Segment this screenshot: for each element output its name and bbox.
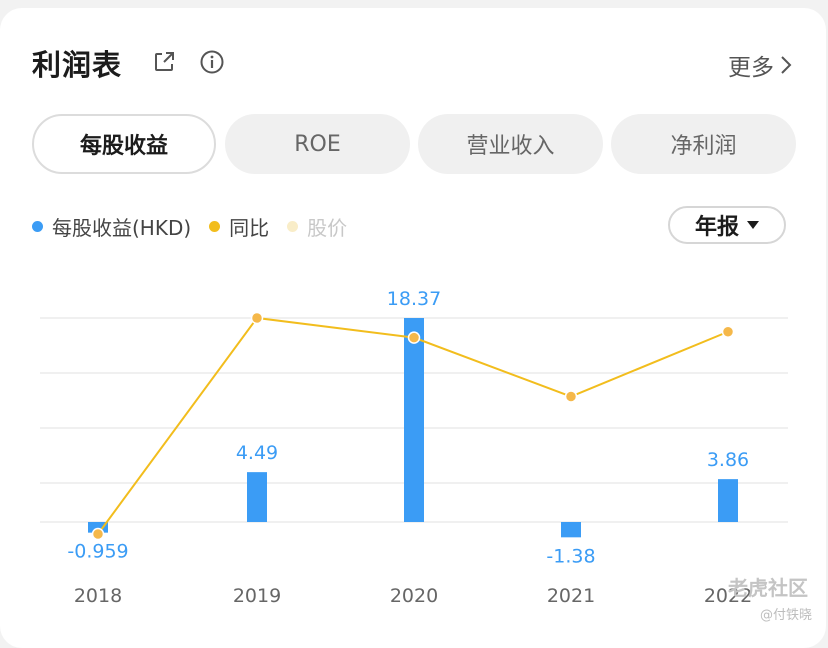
legend-label-yoy: 同比 — [229, 216, 270, 240]
bar-value-label: -1.38 — [546, 545, 595, 567]
bar-2018 — [88, 522, 108, 533]
page-title: 利润表 — [32, 48, 123, 82]
bar-value-label: 18.37 — [387, 288, 441, 310]
tab-roe[interactable]: ROE — [225, 114, 410, 174]
yoy-point-2019 — [250, 311, 264, 325]
chevron-right-icon — [781, 56, 792, 74]
period-label: 年报 — [694, 215, 739, 240]
legend-label-eps: 每股收益(HKD) — [52, 216, 192, 240]
bar-2020 — [404, 318, 424, 522]
chart-legend: 每股收益(HKD) 同比 股价 — [32, 212, 365, 241]
more-label: 更多 — [728, 55, 774, 81]
bar-value-label: -0.959 — [67, 541, 128, 563]
eps-chart: -0.959 4.49 18.37 -1.38 3.86 2018 2019 2020 2021… — [40, 288, 788, 607]
bar-2019 — [247, 472, 267, 522]
tab-net-profit[interactable]: 净利润 — [611, 114, 796, 174]
yoy-point-2021 — [564, 390, 578, 403]
tab-revenue[interactable]: 营业收入 — [418, 114, 603, 174]
metric-tabs: 每股收益 ROE 营业收入 净利润 — [32, 114, 796, 174]
x-tick-label: 2018 — [74, 585, 122, 607]
legend-item-yoy[interactable]: 同比 — [209, 212, 269, 241]
legend-item-price[interactable]: 股价 — [287, 212, 347, 241]
external-link-icon[interactable] — [152, 50, 176, 74]
x-tick-label: 2020 — [390, 585, 438, 607]
yoy-point-2020 — [407, 331, 421, 344]
bar-value-label: 3.86 — [707, 449, 749, 471]
x-tick-label: 2022 — [704, 585, 752, 607]
more-link[interactable]: 更多 — [728, 48, 792, 82]
bar-value-label: 4.49 — [236, 442, 278, 464]
x-tick-label: 2019 — [233, 585, 281, 607]
legend-item-eps[interactable]: 每股收益(HKD) — [32, 212, 191, 241]
yoy-point-2018 — [91, 527, 105, 541]
bar-2022 — [718, 479, 738, 522]
legend-dot-eps — [32, 221, 43, 232]
yoy-point-2022 — [721, 325, 735, 338]
legend-dot-yoy — [209, 221, 221, 232]
period-dropdown[interactable]: 年报 — [668, 206, 786, 244]
watermark-brand: 老虎社区 — [728, 576, 808, 600]
info-icon[interactable] — [199, 49, 225, 75]
x-tick-label: 2021 — [547, 585, 595, 607]
legend-dot-price — [287, 221, 299, 232]
tab-eps[interactable]: 每股收益 — [32, 114, 216, 174]
watermark-author: @付铁晓 — [760, 608, 813, 623]
bar-2021 — [561, 522, 581, 538]
caret-down-icon — [747, 221, 759, 229]
legend-label-price: 股价 — [307, 216, 348, 240]
